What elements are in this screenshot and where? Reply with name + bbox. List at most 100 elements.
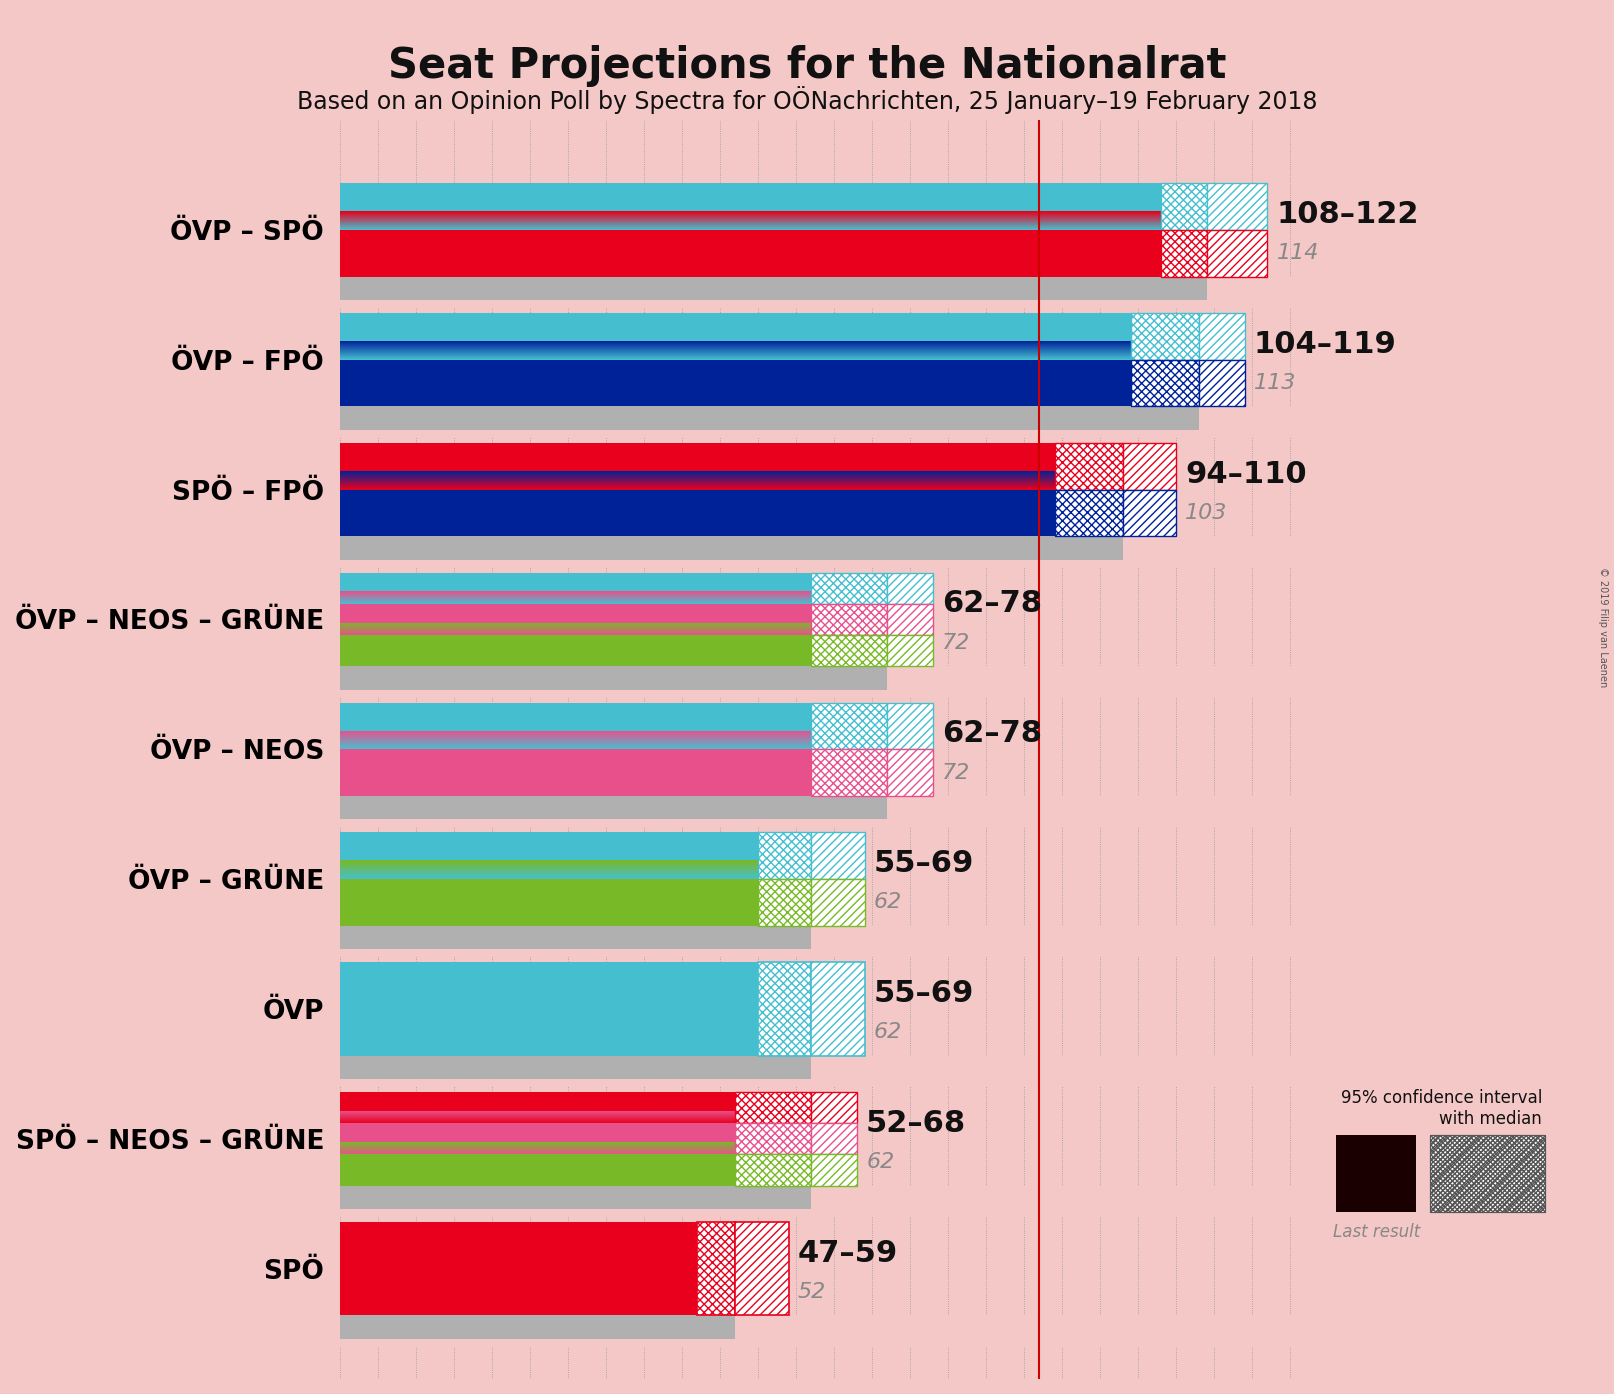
Bar <box>341 703 888 730</box>
Text: 52–68: 52–68 <box>867 1108 967 1138</box>
Bar <box>888 636 933 666</box>
Bar <box>736 1223 789 1316</box>
Text: Based on an Opinion Poll by Spectra for OÖNachrichten, 25 January–19 February 20: Based on an Opinion Poll by Spectra for … <box>297 86 1317 114</box>
Bar <box>341 276 1328 308</box>
Text: 62–78: 62–78 <box>943 590 1043 619</box>
Bar <box>341 537 1123 560</box>
Bar <box>341 573 888 591</box>
Bar <box>341 537 1328 567</box>
Bar <box>888 604 933 636</box>
Bar <box>341 276 1207 300</box>
Text: 95% confidence interval
with median: 95% confidence interval with median <box>1341 1089 1541 1128</box>
Bar <box>812 604 888 636</box>
Bar <box>341 1185 1328 1217</box>
Bar <box>341 962 812 1055</box>
Text: 104–119: 104–119 <box>1254 329 1396 358</box>
Bar <box>341 832 812 860</box>
Bar <box>1160 230 1207 276</box>
Bar <box>341 666 888 690</box>
Text: 62: 62 <box>873 1022 902 1043</box>
Bar <box>812 1124 857 1154</box>
Bar <box>341 1316 736 1338</box>
Text: 62: 62 <box>873 892 902 913</box>
Bar <box>341 796 888 820</box>
Bar <box>736 1092 812 1124</box>
Text: 62: 62 <box>867 1153 894 1172</box>
Bar <box>341 796 888 820</box>
Text: 55–69: 55–69 <box>873 849 975 878</box>
Bar <box>341 666 1328 697</box>
Bar <box>341 360 1199 407</box>
Bar <box>812 880 865 926</box>
Text: © 2019 Filip van Laenen: © 2019 Filip van Laenen <box>1598 567 1608 687</box>
Text: Seat Projections for the Nationalrat: Seat Projections for the Nationalrat <box>387 45 1227 86</box>
Bar <box>341 1055 812 1079</box>
Bar <box>1131 360 1199 407</box>
Bar <box>888 750 933 796</box>
Text: 47–59: 47–59 <box>797 1238 897 1267</box>
Bar <box>812 1154 857 1185</box>
Bar <box>812 962 865 1055</box>
Text: 72: 72 <box>943 633 970 652</box>
Bar <box>341 1055 1328 1087</box>
Bar <box>341 489 1123 537</box>
Bar <box>736 1124 812 1154</box>
Bar <box>341 926 812 949</box>
Bar <box>341 1185 812 1209</box>
Bar <box>341 1316 736 1338</box>
Text: Last result: Last result <box>1333 1223 1420 1241</box>
Bar <box>697 1223 736 1316</box>
Bar <box>759 880 812 926</box>
Bar <box>759 962 812 1055</box>
Bar <box>341 1124 812 1142</box>
Bar <box>341 537 1123 560</box>
Text: 62–78: 62–78 <box>943 719 1043 749</box>
Text: 108–122: 108–122 <box>1277 199 1419 229</box>
Bar <box>1199 360 1244 407</box>
Bar <box>341 183 1207 212</box>
Bar <box>1123 443 1177 489</box>
Bar <box>759 832 812 880</box>
Bar <box>1123 489 1177 537</box>
Text: 52: 52 <box>797 1282 826 1302</box>
Bar <box>1160 183 1207 230</box>
Bar <box>341 796 1328 827</box>
Text: 94–110: 94–110 <box>1185 460 1307 488</box>
Bar <box>1207 183 1267 230</box>
Bar <box>341 1223 736 1316</box>
Bar <box>341 1092 812 1111</box>
Bar <box>341 926 1328 958</box>
Text: 103: 103 <box>1185 503 1228 523</box>
Bar <box>1207 230 1267 276</box>
Bar <box>341 750 888 796</box>
Bar <box>888 573 933 604</box>
Bar <box>341 636 888 666</box>
Bar <box>736 1154 812 1185</box>
Text: 72: 72 <box>943 763 970 782</box>
Text: 113: 113 <box>1254 374 1296 393</box>
Bar <box>341 407 1328 438</box>
Bar <box>341 1154 812 1185</box>
Bar <box>341 276 1207 300</box>
Bar <box>812 703 888 750</box>
Bar <box>812 832 865 880</box>
Bar <box>1054 489 1123 537</box>
Bar <box>341 1185 812 1209</box>
Bar <box>341 1316 1328 1347</box>
Bar <box>341 880 812 926</box>
Bar <box>1199 314 1244 360</box>
Bar <box>341 926 812 949</box>
Bar <box>888 703 933 750</box>
Bar <box>812 636 888 666</box>
Text: 114: 114 <box>1277 244 1319 263</box>
Bar <box>341 666 888 690</box>
Bar <box>812 1092 857 1124</box>
Bar <box>341 407 1199 429</box>
Bar <box>812 750 888 796</box>
Bar <box>341 604 888 623</box>
Bar <box>341 443 1123 471</box>
Bar <box>341 1055 812 1079</box>
Bar <box>1054 443 1123 489</box>
Bar <box>812 573 888 604</box>
Bar <box>341 314 1199 342</box>
